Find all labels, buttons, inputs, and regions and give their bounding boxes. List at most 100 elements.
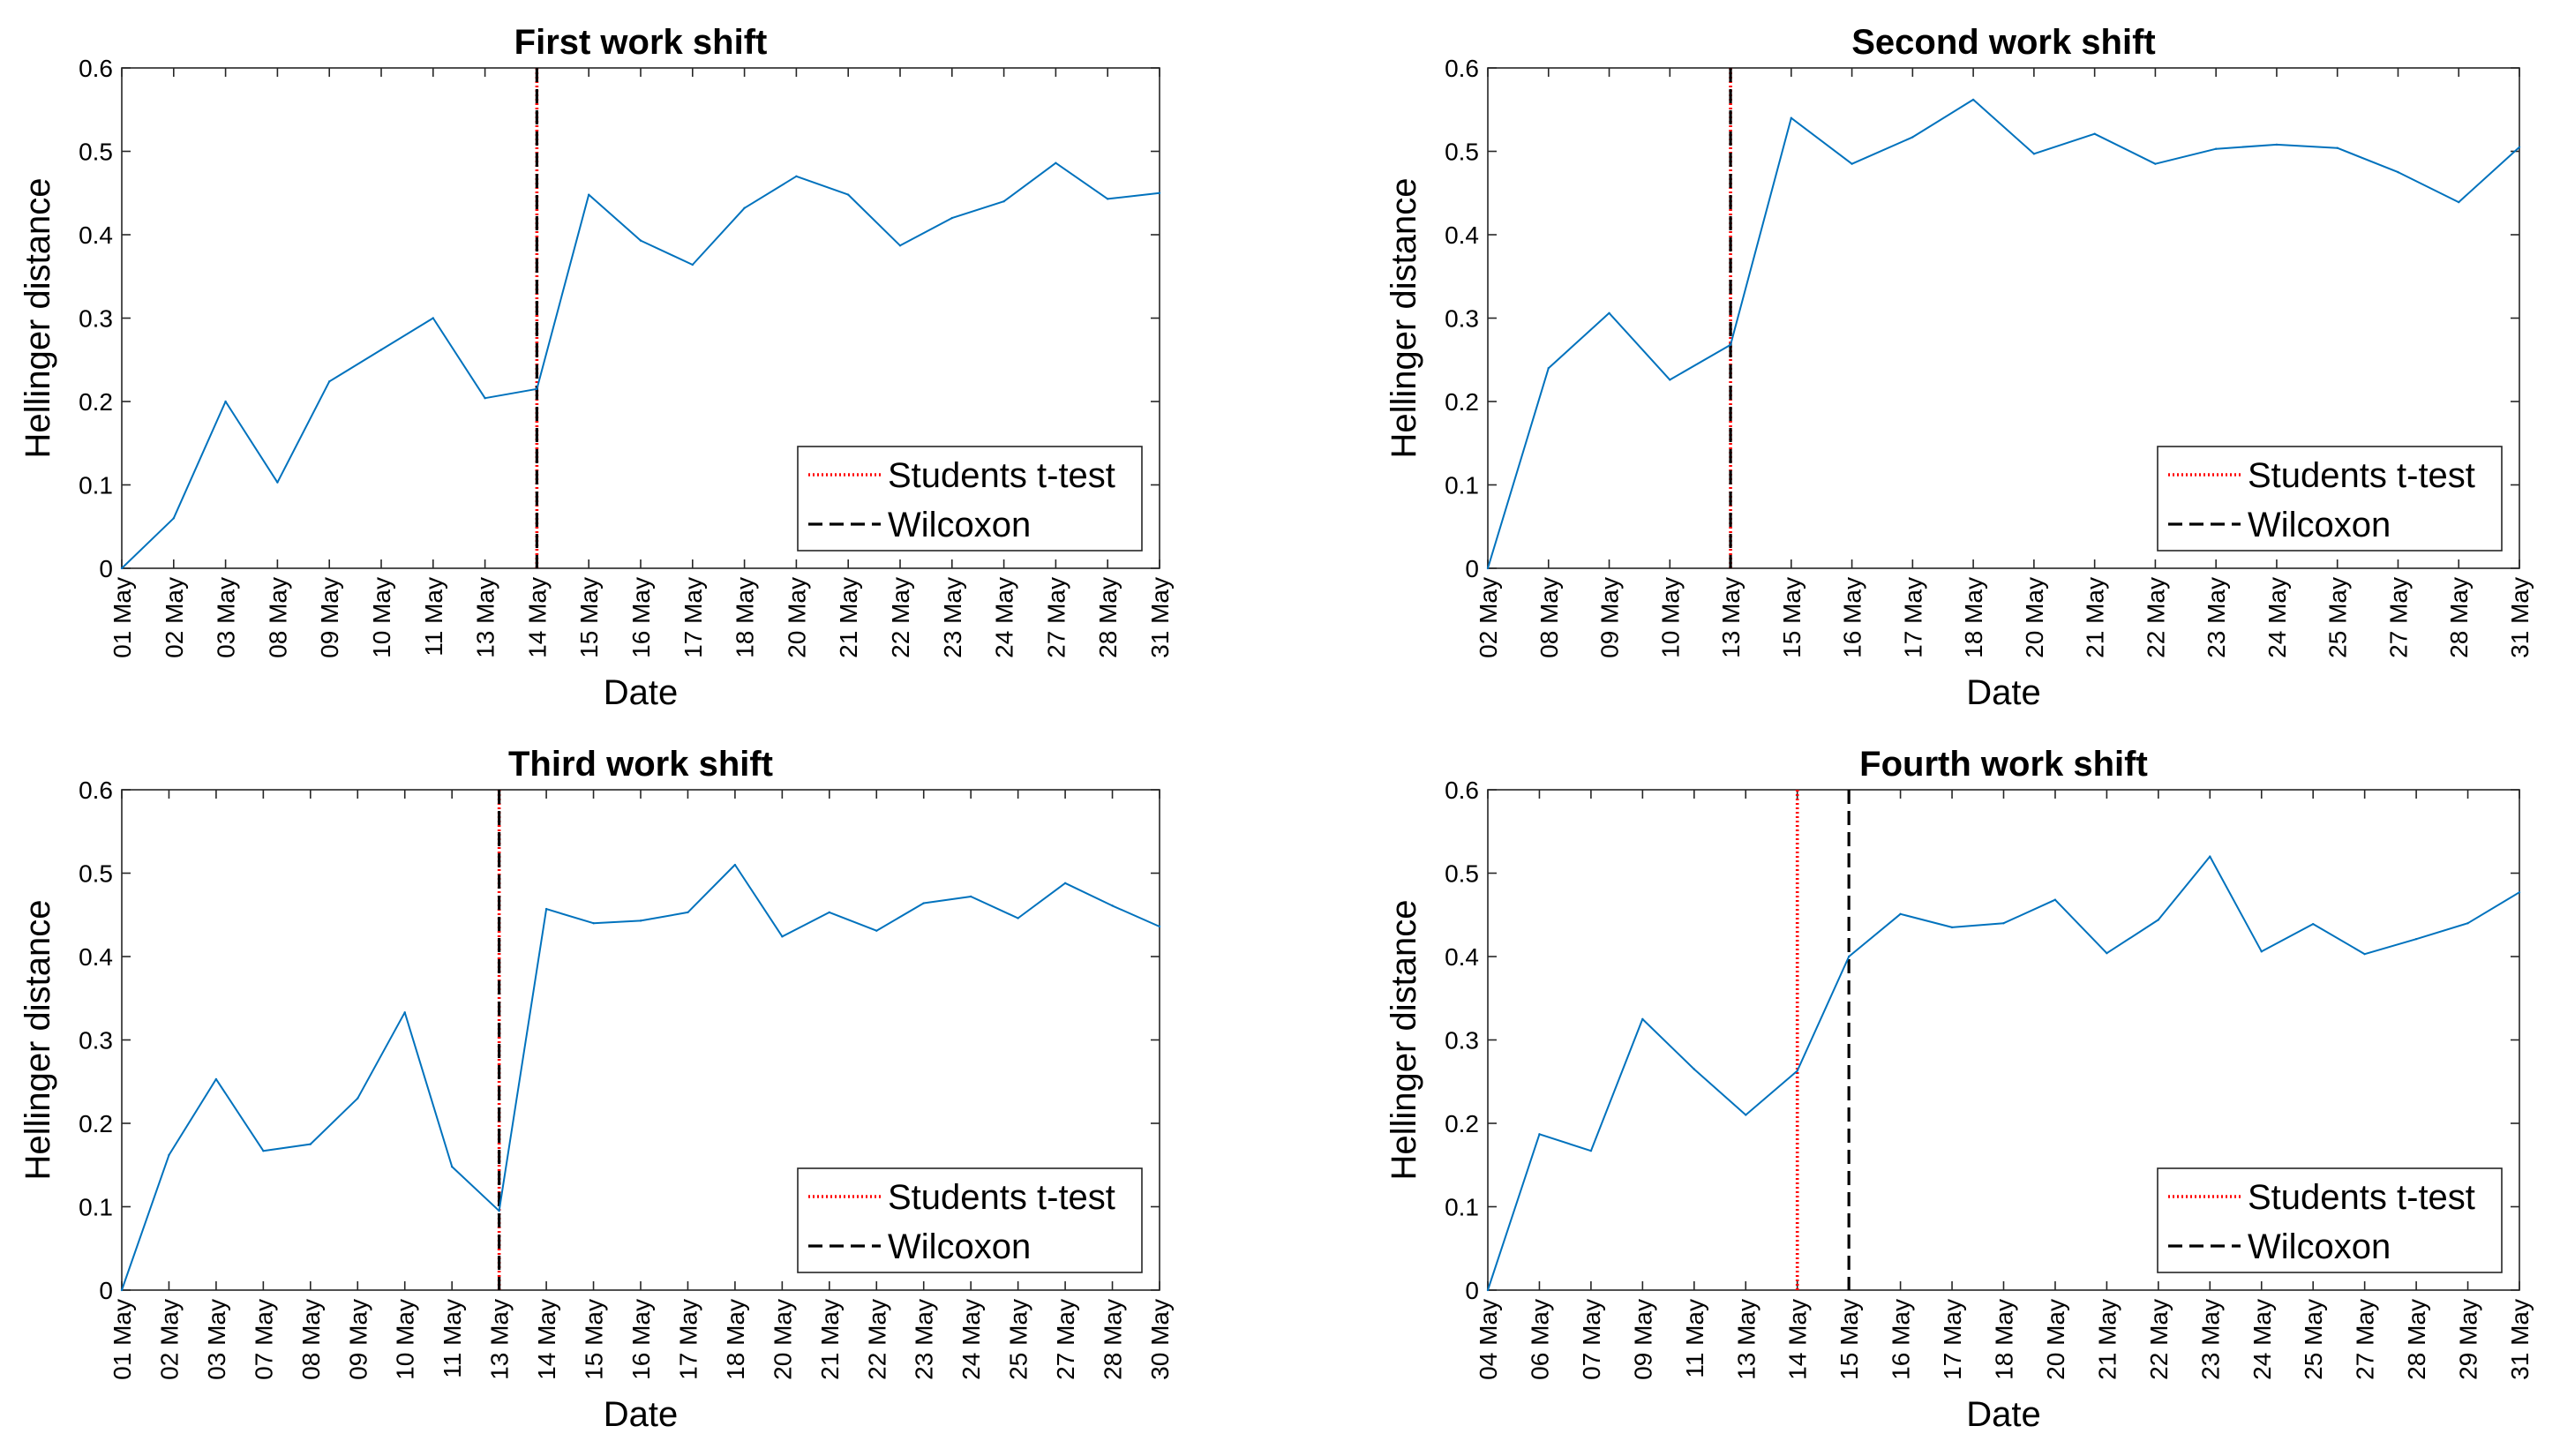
data-point [2518, 146, 2521, 148]
x-tick-label: 16 May [627, 1299, 655, 1380]
y-tick-label: 0.1 [1445, 1194, 1479, 1221]
x-axis-label: Date [604, 1395, 679, 1434]
x-tick-label: 23 May [2203, 577, 2230, 658]
x-tick-label: 20 May [2042, 1299, 2069, 1380]
y-tick-label: 0 [99, 555, 113, 582]
x-tick-label: 10 May [1656, 577, 1684, 658]
data-point [691, 263, 694, 266]
legend-entry: Students t-test [2248, 1178, 2475, 1217]
y-tick-label: 0.6 [79, 777, 113, 804]
x-tick-label: 08 May [297, 1299, 325, 1380]
data-point [2458, 200, 2460, 204]
x-tick-label: 31 May [2506, 1299, 2534, 1380]
data-point [450, 1165, 454, 1168]
data-point [1608, 311, 1610, 315]
legend-box [797, 1167, 1143, 1273]
data-point [1547, 367, 1550, 370]
x-tick-label: 27 May [2352, 1299, 2379, 1380]
y-tick-label: 0.1 [79, 472, 113, 499]
data-point [2002, 922, 2005, 925]
x-tick-label: 14 May [1784, 1299, 1812, 1380]
x-tick-label: 15 May [1778, 577, 1806, 658]
data-point [1486, 567, 1490, 570]
data-point [2363, 952, 2366, 956]
data-point [1950, 926, 1954, 929]
legend: Students t-test Wilcoxon [797, 446, 1143, 552]
x-tick-label: 21 May [2082, 577, 2109, 658]
x-tick-label: 31 May [2506, 577, 2534, 658]
x-tick-label: 13 May [472, 577, 499, 658]
data-point [898, 244, 902, 247]
y-tick-label: 0.4 [79, 943, 113, 971]
x-tick-label: 11 May [420, 577, 447, 657]
x-tick-label: 21 May [816, 1299, 844, 1380]
y-tick-label: 0.6 [1445, 777, 1479, 804]
data-point [1017, 917, 1019, 919]
x-tick-label: 16 May [627, 577, 655, 658]
x-tick-label: 16 May [1888, 1299, 1915, 1380]
data-point [922, 902, 925, 904]
x-tick-label: 24 May [957, 1299, 985, 1380]
data-point [687, 911, 689, 914]
subplot-3: Third work shift 0 0.1 0.2 0.3 0.4 0.5 0.6 01 Ma… [19, 745, 1174, 1434]
data-point [1790, 116, 1793, 119]
x-tick-label: 18 May [732, 577, 759, 658]
x-axis-label: Date [604, 673, 679, 712]
x-tick-label: 21 May [835, 577, 862, 658]
data-point [403, 1011, 406, 1014]
data-point [1055, 161, 1057, 164]
data-point [1158, 191, 1161, 194]
legend: Students t-test Wilcoxon [2157, 1167, 2503, 1273]
x-tick-label: 18 May [1991, 1299, 2018, 1380]
data-point [432, 317, 434, 319]
x-tick-label: 25 May [2300, 1299, 2327, 1380]
legend: Students t-test Wilcoxon [797, 1167, 1143, 1273]
x-tick-label: 13 May [1732, 1299, 1760, 1380]
x-tick-label: 22 May [887, 577, 914, 658]
data-point [276, 481, 279, 484]
x-tick-label: 30 May [1146, 1299, 1174, 1380]
x-tick-label: 27 May [2384, 577, 2412, 658]
data-point [498, 1210, 500, 1212]
data-point [1002, 200, 1005, 203]
data-point [828, 911, 831, 914]
x-tick-label: 27 May [1052, 1299, 1079, 1380]
legend-entry: Wilcoxon [2248, 1227, 2391, 1266]
data-point [1538, 1133, 1541, 1136]
data-point [1729, 343, 1732, 346]
data-point [1669, 379, 1671, 381]
data-point [950, 216, 954, 220]
x-tick-label: 07 May [1578, 1299, 1605, 1380]
y-tick-label: 0.6 [79, 55, 113, 82]
x-tick-label: 16 May [1839, 577, 1866, 658]
x-tick-label: 29 May [2455, 1299, 2482, 1380]
data-point [168, 1153, 170, 1157]
x-tick-label: 15 May [581, 1299, 608, 1380]
y-axis-label: Hellinger distance [19, 178, 57, 459]
data-point [1111, 904, 1114, 907]
y-tick-label: 0.2 [1445, 388, 1479, 416]
data-point [639, 239, 642, 242]
y-tick-label: 0.5 [1445, 860, 1479, 888]
data-point [1063, 882, 1067, 885]
y-tick-label: 0.3 [1445, 1027, 1479, 1054]
x-tick-label: 13 May [486, 1299, 514, 1380]
data-point [379, 349, 383, 351]
data-point [224, 400, 227, 403]
data-point [1589, 1149, 1593, 1152]
x-tick-label: 04 May [1475, 1299, 1502, 1380]
data-point [309, 1143, 312, 1145]
data-point [592, 922, 595, 925]
data-point [2336, 146, 2339, 149]
data-point [2312, 922, 2315, 926]
data-point [795, 175, 798, 178]
data-point [536, 387, 538, 391]
data-point [1641, 1017, 1644, 1021]
data-point [2466, 922, 2469, 925]
x-tick-label: 23 May [2196, 1299, 2224, 1380]
y-tick-label: 0.1 [79, 1194, 113, 1221]
data-point [120, 567, 124, 570]
y-axis-label: Hellinger distance [1385, 178, 1423, 459]
data-point [1851, 162, 1853, 165]
